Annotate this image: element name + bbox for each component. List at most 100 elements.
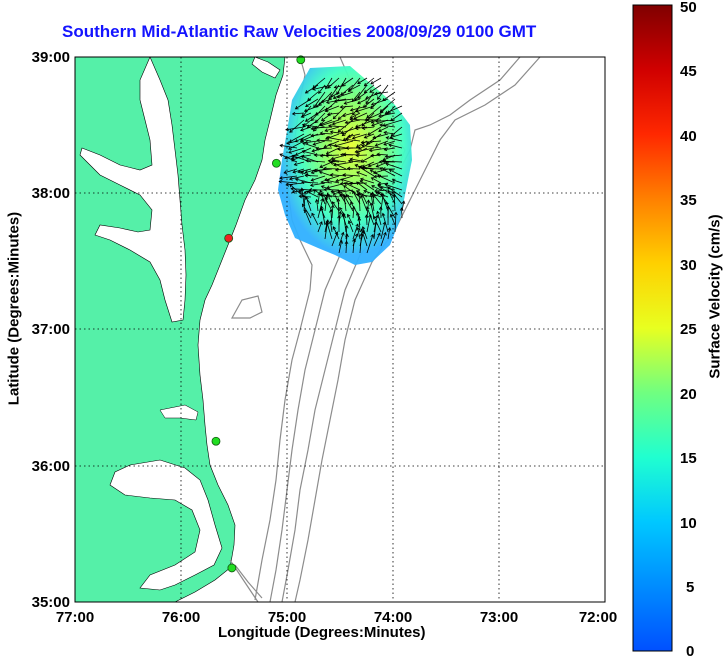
- velocity-arrow-head: [375, 119, 379, 124]
- velocity-arrow-head: [301, 203, 306, 208]
- velocity-arrow: [374, 91, 389, 95]
- velocity-arrow: [387, 227, 391, 240]
- velocity-arrow: [328, 125, 347, 128]
- y-tick-label: 38:00: [32, 185, 70, 202]
- velocity-arrow-head: [377, 232, 381, 237]
- velocity-arrow-head: [310, 133, 315, 138]
- velocity-arrow: [373, 168, 389, 174]
- velocity-arrow-head: [310, 177, 315, 182]
- velocity-arrow: [357, 77, 368, 84]
- velocity-arrow-head: [375, 214, 379, 219]
- velocity-arrow: [342, 174, 361, 177]
- station-marker: [271, 158, 281, 168]
- velocity-arrow: [315, 98, 326, 108]
- velocity-arrow: [370, 202, 375, 219]
- velocity-arrow: [318, 91, 333, 106]
- velocity-arrow-head: [343, 194, 347, 199]
- x-tick-label: 74:00: [374, 609, 412, 626]
- velocity-arrow: [298, 168, 312, 173]
- velocity-arrow-head: [357, 95, 362, 99]
- velocity-arrow-head: [341, 212, 346, 216]
- velocity-arrow-head: [369, 202, 374, 206]
- velocity-arrow-head: [347, 88, 352, 92]
- velocity-arrow-head: [300, 155, 305, 159]
- velocity-arrow-head: [341, 113, 346, 118]
- velocity-arrow-head: [390, 132, 395, 137]
- velocity-arrow-head: [345, 233, 349, 238]
- velocity-arrow-head: [315, 146, 320, 151]
- velocity-arrow: [335, 175, 354, 182]
- velocity-arrow: [366, 133, 382, 145]
- colorbar-tick-label: 30: [680, 257, 697, 274]
- velocity-arrow: [295, 133, 312, 143]
- velocity-arrow: [377, 175, 396, 184]
- velocity-arrow-head: [357, 191, 362, 196]
- velocity-arrow: [368, 161, 382, 167]
- velocity-arrow: [316, 199, 319, 212]
- velocity-arrow-head: [401, 200, 406, 205]
- stations: [211, 55, 306, 573]
- velocity-arrow-head: [359, 177, 364, 182]
- velocity-arrow-head: [366, 199, 371, 203]
- velocity-arrow: [390, 112, 403, 122]
- velocity-arrow-head: [374, 91, 378, 96]
- velocity-arrow: [331, 154, 347, 160]
- velocity-arrow-head: [305, 158, 309, 163]
- velocity-arrow-head: [318, 90, 322, 94]
- velocity-arrows: [278, 77, 406, 254]
- velocity-arrow: [327, 112, 340, 115]
- velocity-arrow: [393, 193, 396, 212]
- velocity-arrow: [326, 222, 333, 240]
- velocity-arrow: [301, 188, 305, 205]
- velocity-arrow: [319, 171, 333, 177]
- velocity-arrow: [330, 131, 347, 135]
- velocity-arrow-head: [354, 149, 359, 154]
- velocity-arrow: [355, 119, 375, 128]
- velocity-arrow-head: [311, 212, 315, 217]
- y-axis-label: Latitude (Degrees:Minutes): [5, 211, 23, 406]
- velocity-arrow-head: [345, 137, 349, 142]
- velocity-arrow: [356, 171, 368, 177]
- velocity-arrow-head: [354, 126, 359, 131]
- x-tick-label: 76:00: [162, 609, 200, 626]
- velocity-arrow-head: [343, 185, 347, 189]
- velocity-arrow-head: [304, 170, 309, 174]
- velocity-arrow-head: [327, 159, 332, 163]
- velocity-arrow-head: [359, 232, 364, 237]
- velocity-arrow-head: [320, 99, 325, 104]
- velocity-arrow-head: [298, 189, 303, 194]
- velocity-arrow: [305, 160, 326, 163]
- velocity-arrow: [372, 192, 375, 205]
- velocity-arrow-head: [366, 114, 370, 119]
- velocity-arrow-head: [313, 125, 317, 130]
- velocity-arrow-head: [336, 91, 340, 96]
- velocity-arrow: [371, 177, 382, 184]
- velocity-arrow-head: [310, 117, 315, 122]
- velocity-arrow: [304, 209, 312, 226]
- velocity-arrow-head: [377, 184, 382, 188]
- velocity-arrow-head: [343, 101, 348, 105]
- velocity-arrow: [295, 98, 312, 110]
- velocity-arrow-head: [326, 135, 330, 140]
- velocity-arrow: [383, 140, 396, 145]
- station-marker: [227, 563, 237, 573]
- velocity-arrow-head: [314, 119, 319, 124]
- velocity-arrow-head: [300, 180, 305, 185]
- velocity-arrow: [380, 105, 389, 114]
- velocity-arrow-head: [324, 195, 329, 199]
- velocity-arrow: [323, 140, 340, 148]
- velocity-arrow: [370, 193, 375, 212]
- velocity-arrow-head: [344, 120, 349, 125]
- velocity-arrow-head: [300, 127, 304, 132]
- velocity-arrow-head: [357, 217, 362, 221]
- velocity-arrow-head: [384, 154, 389, 159]
- velocity-arrow-head: [326, 112, 331, 117]
- colorbar-tick-label: 45: [680, 63, 697, 80]
- velocity-arrow: [359, 233, 362, 254]
- velocity-arrow: [294, 161, 305, 166]
- velocity-arrow-head: [314, 198, 319, 203]
- velocity-arrow-head: [279, 143, 284, 148]
- velocity-arrow: [366, 105, 382, 119]
- velocity-arrow-head: [304, 173, 308, 178]
- velocity-arrow: [345, 225, 348, 240]
